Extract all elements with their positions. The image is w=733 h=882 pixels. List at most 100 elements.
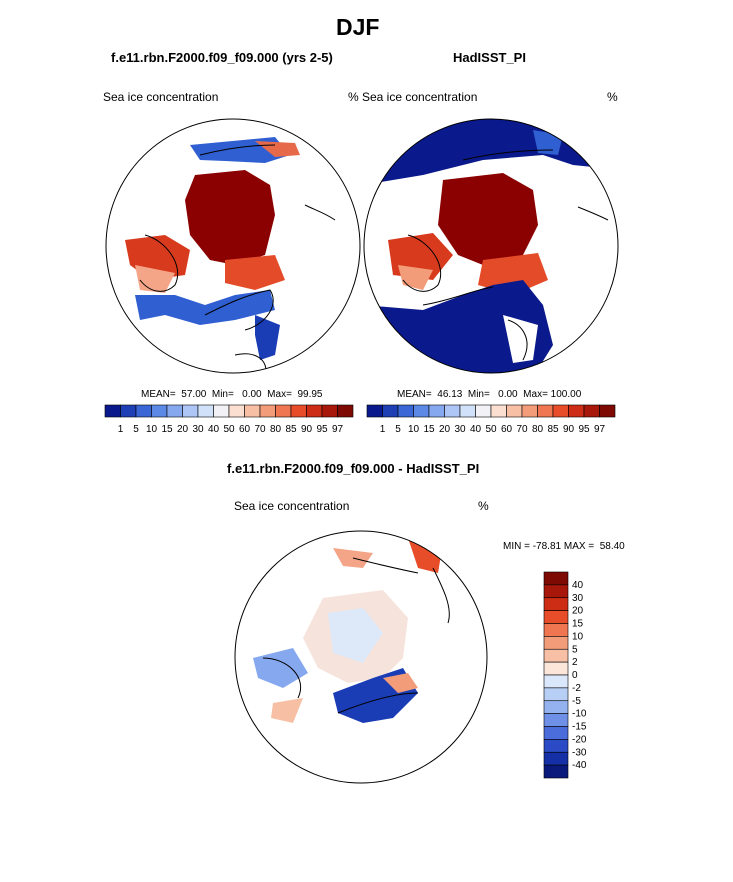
- colorbar-tick-label: 5: [395, 424, 401, 435]
- colorbar-cell: [182, 404, 199, 418]
- colorbar-cell: [543, 636, 569, 650]
- colorbar-tick-label: 80: [270, 424, 282, 435]
- colorbar-cell: [397, 404, 414, 418]
- obs-stats: MEAN= 46.13 Min= 0.00 Max= 100.00: [397, 389, 582, 400]
- colorbar-tick-label: 1: [380, 424, 386, 435]
- colorbar-cell: [275, 404, 292, 418]
- colorbar-tick-label: -40: [572, 760, 587, 771]
- colorbar-tick-label: 0: [572, 670, 578, 681]
- colorbar-tick-label: 15: [572, 619, 584, 630]
- colorbar-tick-label: 20: [439, 424, 451, 435]
- colorbar-cell: [543, 713, 569, 727]
- colorbar-cell: [543, 751, 569, 766]
- colorbar-cell: [543, 584, 569, 599]
- colorbar-cell: [543, 687, 569, 702]
- colorbar-tick-label: 30: [454, 424, 466, 435]
- obs-units-label: %: [607, 90, 618, 104]
- colorbar-tick-label: 80: [532, 424, 544, 435]
- model-polar-map: [105, 118, 361, 374]
- colorbar-tick-label: 40: [572, 580, 584, 591]
- colorbar-cell: [543, 726, 569, 740]
- colorbar-cell: [475, 404, 492, 418]
- model-colorbar: 1 5 10 15 20 30 40 50 60 70 80 85 90 95 97: [104, 404, 354, 435]
- colorbar-cell: [244, 404, 261, 418]
- colorbar-tick-label: -20: [572, 734, 587, 745]
- colorbar-tick-label: -15: [572, 722, 587, 733]
- colorbar-cell: [337, 404, 354, 418]
- model-variable-label: Sea ice concentration: [103, 90, 219, 104]
- colorbar-cell: [213, 404, 230, 418]
- colorbar-tick-label: 40: [208, 424, 220, 435]
- colorbar-cell: [259, 404, 276, 418]
- colorbar-cell: [543, 610, 569, 624]
- colorbar-tick-label: 15: [423, 424, 435, 435]
- colorbar-cell: [228, 404, 245, 418]
- colorbar-cell: [413, 404, 430, 418]
- colorbar-tick-label: 2: [572, 657, 578, 668]
- colorbar-cell: [599, 404, 616, 418]
- diff-stats: MIN = -78.81 MAX = 58.40: [503, 541, 625, 552]
- model-stats: MEAN= 57.00 Min= 0.00 Max= 99.95: [141, 389, 323, 400]
- colorbar-cell: [583, 404, 600, 418]
- colorbar-tick-label: 1: [118, 424, 124, 435]
- colorbar-tick-label: 30: [192, 424, 204, 435]
- colorbar-tick-label: 60: [501, 424, 513, 435]
- colorbar-cell: [543, 597, 569, 611]
- colorbar-tick-label: 40: [470, 424, 482, 435]
- colorbar-cell: [382, 404, 399, 418]
- colorbar-cell: [428, 404, 445, 418]
- colorbar-tick-label: 97: [332, 424, 344, 435]
- colorbar-tick-label: 10: [408, 424, 420, 435]
- colorbar-cell: [290, 404, 307, 418]
- diff-units-label: %: [478, 499, 489, 513]
- colorbar-cell: [543, 700, 569, 714]
- colorbar-cell: [151, 404, 168, 418]
- colorbar-tick-label: 10: [146, 424, 158, 435]
- colorbar-tick-label: 70: [254, 424, 266, 435]
- colorbar-tick-label: 90: [563, 424, 575, 435]
- colorbar-cell: [543, 739, 569, 753]
- colorbar-cell: [166, 404, 183, 418]
- colorbar-tick-label: -2: [572, 683, 581, 694]
- colorbar-tick-label: 90: [301, 424, 313, 435]
- obs-variable-label: Sea ice concentration: [362, 90, 478, 104]
- colorbar-tick-label: 97: [594, 424, 606, 435]
- colorbar-cell: [543, 623, 569, 637]
- colorbar-tick-label: 50: [485, 424, 497, 435]
- diff-title: f.e11.rbn.F2000.f09_f09.000 - HadISST_PI: [227, 461, 480, 476]
- obs-title: HadISST_PI: [453, 50, 526, 65]
- colorbar-tick-label: 15: [161, 424, 173, 435]
- colorbar-cell: [543, 571, 569, 586]
- colorbar-tick-label: -10: [572, 709, 587, 720]
- colorbar-cell: [104, 404, 121, 418]
- colorbar-cell: [506, 404, 523, 418]
- colorbar-cell: [444, 404, 461, 418]
- colorbar-tick-label: 85: [285, 424, 297, 435]
- model-units-label: %: [348, 90, 359, 104]
- obs-colorbar: 1 5 10 15 20 30 40 50 60 70 80 85 90 95 97: [366, 404, 616, 435]
- colorbar-tick-label: 60: [239, 424, 251, 435]
- colorbar-tick-label: 70: [516, 424, 528, 435]
- colorbar-tick-label: 50: [223, 424, 235, 435]
- colorbar-cell: [543, 648, 569, 663]
- colorbar-tick-label: 95: [578, 424, 590, 435]
- colorbar-tick-label: 85: [547, 424, 559, 435]
- model-title: f.e11.rbn.F2000.f09_f09.000 (yrs 2-5): [111, 50, 333, 65]
- colorbar-cell: [197, 404, 214, 418]
- colorbar-tick-label: 95: [316, 424, 328, 435]
- colorbar-cell: [568, 404, 585, 418]
- colorbar-tick-label: -5: [572, 696, 581, 707]
- colorbar-tick-label: 20: [572, 606, 584, 617]
- colorbar-tick-label: -30: [572, 747, 587, 758]
- colorbar-tick-label: 30: [572, 593, 584, 604]
- colorbar-cell: [552, 404, 569, 418]
- colorbar-tick-label: 5: [133, 424, 139, 435]
- colorbar-cell: [120, 404, 137, 418]
- season-title: DJF: [336, 14, 380, 40]
- colorbar-cell: [490, 404, 507, 418]
- colorbar-cell: [306, 404, 323, 418]
- colorbar-tick-label: 20: [177, 424, 189, 435]
- colorbar-cell: [521, 404, 538, 418]
- colorbar-cell: [543, 674, 569, 689]
